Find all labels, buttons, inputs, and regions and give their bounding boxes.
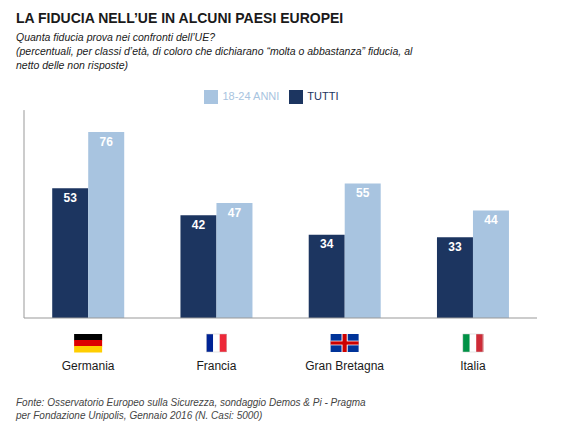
html-text:Fonte: Osservatorio Europeo su: Fonte: Osservatorio Europeo sulla Sicure… [16, 397, 366, 421]
html-text:Quanta fiducia prova nei confr: Quanta fiducia prova nei confronti dell’… [16, 31, 215, 43]
svg-text:Italia: Italia [460, 359, 486, 373]
html-text:TUTTI: TUTTI [307, 90, 339, 102]
svg-text:Francia: Francia [196, 359, 236, 373]
svg-text:Germania: Germania [62, 359, 115, 373]
html-text:(percentuali, per classi d’età: (percentuali, per classi d’età, di color… [16, 45, 413, 57]
svg-text:47: 47 [228, 206, 242, 220]
svg-text:34: 34 [320, 237, 334, 251]
svg-text:53: 53 [64, 191, 78, 205]
svg-text:Gran Bretagna: Gran Bretagna [305, 359, 384, 373]
html-text:LA FIDUCIA NELL’UE IN ALCUNI P: LA FIDUCIA NELL’UE IN ALCUNI PAESI EUROP… [16, 10, 344, 26]
svg-text:42: 42 [192, 218, 206, 232]
svg-text:76: 76 [100, 135, 114, 149]
svg-text:44: 44 [484, 213, 498, 227]
html-text:18-24 ANNI: 18-24 ANNI [222, 90, 280, 102]
svg-text:55: 55 [356, 186, 370, 200]
html-text:netto delle non risposte): netto delle non risposte) [16, 59, 129, 71]
svg-text:33: 33 [448, 240, 462, 254]
